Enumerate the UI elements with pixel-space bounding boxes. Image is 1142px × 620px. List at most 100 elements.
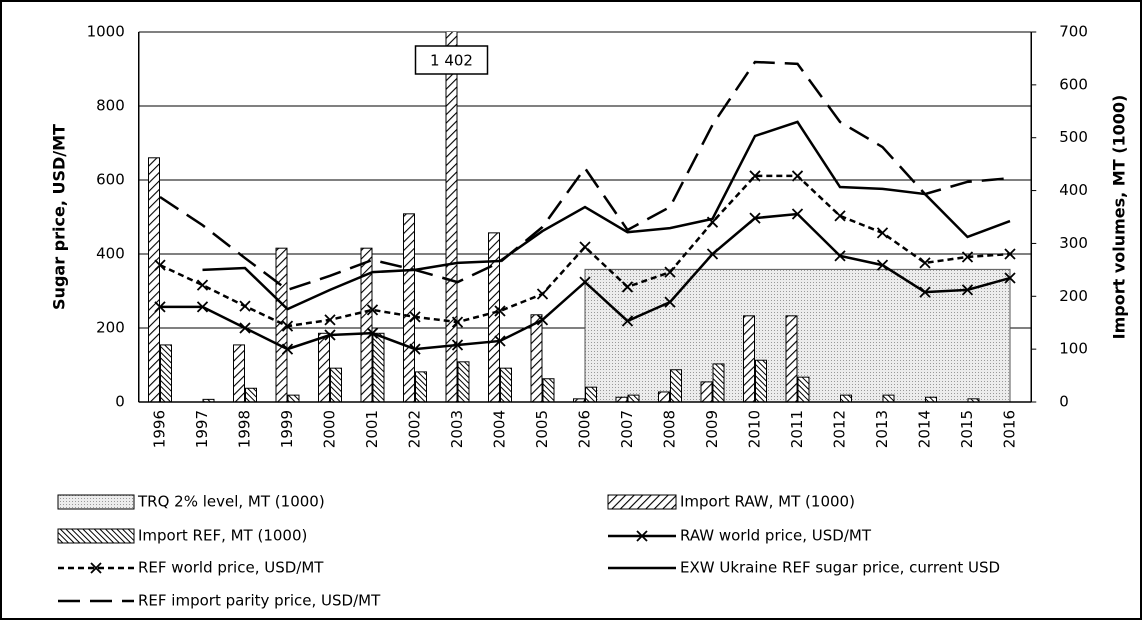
bar [318,332,330,403]
marker [961,284,974,296]
y2-tick-label: 200 [1059,287,1088,305]
marker [409,343,421,355]
marker [749,170,761,182]
x-tick-label: 2010 [746,410,764,448]
y2-tick-label: 500 [1059,128,1088,146]
marker [239,300,251,312]
x-tick-label: 2001 [363,410,381,448]
bar [743,315,755,403]
x-tick-label: 2003 [448,410,466,448]
line [159,60,1011,292]
bar [670,369,682,403]
marker [154,259,166,271]
y2-tick-label: 0 [1059,393,1069,411]
marker [1004,272,1016,284]
legend-label: Import RAW, MT (1000) [680,493,855,511]
bar [360,247,373,403]
legend-label: REF world price, USD/MT [138,559,324,577]
legend-marker [90,562,102,574]
x-tick-label: 2014 [916,410,934,448]
bar [330,367,342,403]
marker [961,251,974,263]
marker [791,170,804,182]
x-tick-label: 2008 [661,410,679,448]
marker [664,266,676,278]
marker [366,304,379,316]
bar [542,378,555,403]
x-tick-label: 2015 [958,410,976,448]
y2-tick-label: 100 [1059,340,1088,358]
marker [579,241,591,253]
bar [148,157,160,403]
marker [494,305,506,317]
overlay: 1996 1997 1998 1999 2000 2001 2002 2003 2004 2005… [138,32,1032,448]
bar [530,314,543,403]
x-tick-label: 2000 [321,410,339,448]
y-tick-label: 800 [96,97,125,115]
bar [233,344,245,403]
bar [585,386,597,403]
marker [919,257,931,269]
x-tick-label: 2005 [533,410,551,448]
legend-swatch [607,494,677,510]
marker [621,281,634,293]
y2-axis-title: Import volumes, MT (1000) [1110,95,1129,340]
bar [712,363,725,403]
bar [627,394,640,403]
y-tick-label: 200 [96,319,125,337]
legend: TRQ 2% level, MT (1000) Import RAW, MT (1… [57,493,1000,610]
marker [281,343,294,355]
data-label-box [414,45,489,75]
y2-tick-label: 400 [1059,181,1088,199]
bar [882,394,895,403]
marker [791,208,804,220]
marker [494,335,506,347]
legend-swatch [57,528,135,544]
x-tick-label: 1998 [236,410,254,448]
y-tick-label: 400 [96,245,125,263]
x-tick-label: 2013 [873,410,891,448]
marker [1004,248,1016,260]
bar [287,394,300,403]
marker [749,212,761,224]
marker [366,327,379,339]
x-tick-label: 1997 [193,410,211,448]
x-tick-label: 2011 [788,410,806,448]
line [159,174,1011,328]
legend-label: RAW world price, USD/MT [680,527,872,545]
marker [239,322,251,334]
legend-marker [636,530,648,542]
bar [840,394,852,403]
y2-tick-label: 700 [1059,23,1088,41]
line [202,120,1011,311]
bar [457,361,470,403]
bar [785,315,798,403]
marker [536,288,549,300]
marker [834,210,846,222]
bar [372,332,385,403]
bar [160,344,172,403]
legend-label: Import REF, MT (1000) [138,527,307,545]
y2-tick-label: 300 [1059,234,1088,252]
bar [488,232,500,403]
marker [451,339,464,351]
bar [403,213,415,403]
marker [536,314,549,326]
marker [876,227,889,239]
legend-swatch [57,494,135,510]
data-label: 1 402 [430,52,473,70]
marker [876,259,889,271]
marker [451,316,464,328]
x-tick-label: 2007 [618,410,636,448]
y-tick-label: 1000 [87,23,125,41]
y-axis-title: Sugar price, USD/MT [50,124,69,310]
x-tick-label: 2012 [831,410,849,448]
legend-label: TRQ 2% level, MT (1000) [137,493,325,511]
x-tick-label: 2016 [1001,410,1019,448]
marker [409,311,421,323]
marker [324,329,336,341]
bar [755,359,767,403]
marker [919,286,931,298]
bar [658,391,670,403]
marker [281,320,294,332]
